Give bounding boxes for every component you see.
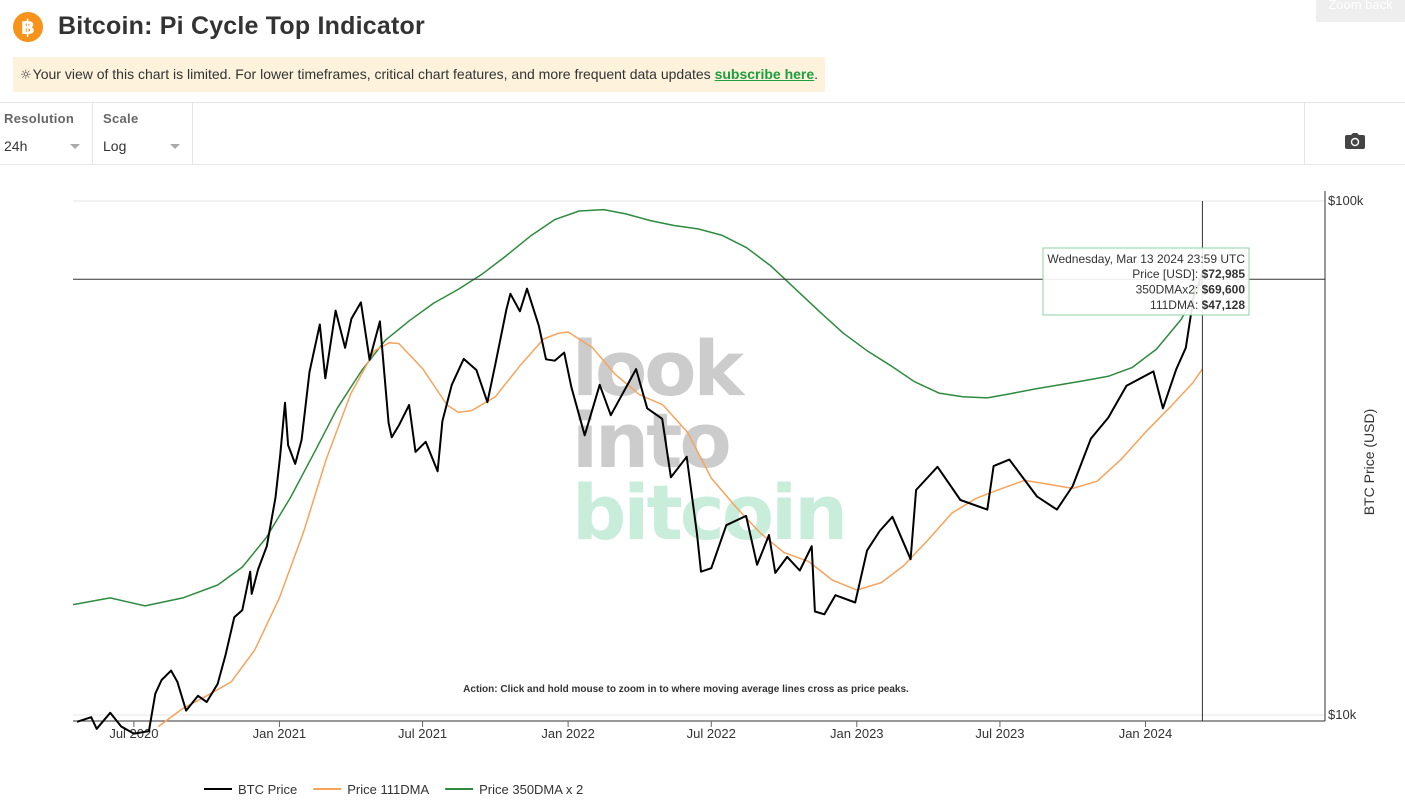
scale-select[interactable]: Scale Log (93, 103, 193, 165)
tooltip-date: Wednesday, Mar 13 2024 23:59 UTC (1047, 252, 1245, 266)
legend-label: Price 350DMA x 2 (479, 782, 583, 797)
tooltip-row-value: $47,128 (1202, 298, 1246, 312)
scale-value: Log (103, 138, 127, 154)
screenshot-button[interactable] (1304, 103, 1405, 165)
legend-label: BTC Price (238, 782, 297, 797)
x-tick-label: Jan 2024 (1119, 726, 1173, 741)
tooltip-row: 350DMAx2: $69,600 (1136, 283, 1246, 297)
x-tick-label: Jan 2021 (253, 726, 307, 741)
y-tick-label: $100k (1328, 193, 1364, 208)
page-title: Bitcoin: Pi Cycle Top Indicator (58, 12, 425, 40)
tooltip-row-value: $72,985 (1202, 267, 1246, 281)
scale-label: Scale (103, 111, 139, 126)
zoom-back-button[interactable]: Zoom back (1316, 0, 1405, 22)
tooltip-row: Price [USD]: $72,985 (1132, 267, 1245, 281)
tooltip-row-value: $69,600 (1202, 283, 1246, 297)
resolution-label: Resolution (4, 111, 75, 126)
tooltip-box (1042, 247, 1250, 316)
camera-icon (1345, 133, 1365, 149)
chart-annotation: Action: Click and hold mouse to zoom in … (463, 684, 909, 695)
limited-view-notice: ☼Your view of this chart is limited. For… (13, 57, 825, 92)
tooltip-row: 111DMA: $47,128 (1150, 298, 1245, 312)
legend-item[interactable]: BTC Price (204, 782, 297, 797)
y-tick-label: $10k (1328, 707, 1357, 722)
tooltip-row-label: 350DMAx2: (1136, 283, 1202, 297)
notice-tail: . (814, 66, 819, 82)
watermark-bitcoin: bitcoin (572, 468, 845, 557)
chevron-down-icon (70, 144, 80, 149)
tooltip-row-label: Price [USD]: (1132, 267, 1201, 281)
subscribe-link[interactable]: subscribe here (714, 66, 815, 82)
tooltip-row-label: 111DMA: (1150, 298, 1202, 312)
watermark-look: look (572, 324, 745, 413)
series-line-btc-price (76, 271, 1204, 735)
legend-label: Price 111DMA (347, 782, 429, 797)
chart-toolbar: Resolution 24h Scale Log (0, 102, 1405, 165)
x-tick-label: Jul 2023 (975, 726, 1024, 741)
x-tick-label: Jan 2023 (830, 726, 884, 741)
x-tick-label: Jul 2022 (687, 726, 736, 741)
sun-icon: ☼ (20, 68, 32, 83)
legend-item[interactable]: Price 111DMA (313, 782, 429, 797)
x-tick-label: Jan 2022 (541, 726, 595, 741)
notice-text: Your view of this chart is limited. For … (32, 66, 715, 82)
y-axis-title: BTC Price (USD) (1361, 409, 1377, 516)
series-line-dma-111 (157, 331, 1204, 728)
bitcoin-logo-icon: ฿ (13, 12, 43, 42)
resolution-value: 24h (4, 138, 28, 154)
page-header: ฿ Bitcoin: Pi Cycle Top Indicator Zoom b… (0, 0, 1405, 56)
x-tick-label: Jul 2021 (398, 726, 447, 741)
chevron-down-icon (170, 144, 180, 149)
series-line-dma-350x2 (72, 208, 1204, 607)
legend-item[interactable]: Price 350DMA x 2 (445, 782, 583, 797)
resolution-select[interactable]: Resolution 24h (0, 103, 93, 165)
